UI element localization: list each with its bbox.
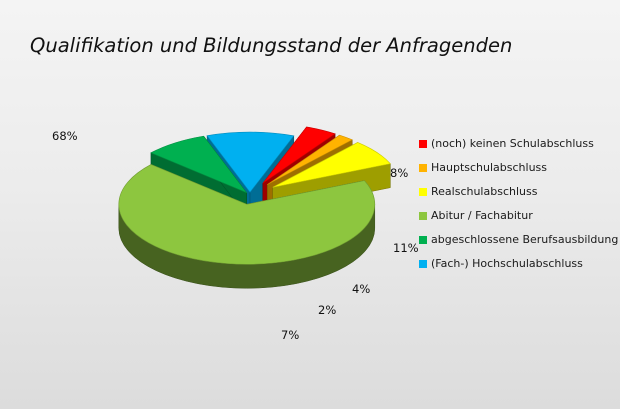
legend-label: (noch) keinen Schulabschluss	[431, 137, 594, 150]
legend-label: Realschulabschluss	[431, 185, 538, 198]
data-label-realschulabschluss: 7%	[281, 328, 299, 342]
data-label-noch-keinen-schulabschluss: 4%	[352, 282, 370, 296]
data-label-abitur-fachabitur: 68%	[52, 129, 78, 143]
slice-abitur-fachabitur	[118, 164, 376, 265]
legend-swatch	[419, 188, 427, 196]
legend-swatch	[419, 140, 427, 148]
legend-swatch	[419, 236, 427, 244]
legend-item-noch-keinen-schulabschluss: (noch) keinen Schulabschluss	[419, 136, 619, 160]
legend-swatch	[419, 260, 427, 268]
data-label-fach-hochschulabschluss: 11%	[393, 241, 419, 255]
slice-abgeschlossene-berufsausbildung	[150, 135, 248, 194]
chart-title: Qualifikation und Bildungsstand der Anfr…	[30, 34, 513, 57]
legend-label: (Fach-) Hochschulabschluss	[431, 257, 583, 270]
slice-hauptschulabschluss	[267, 134, 353, 185]
legend-swatch	[419, 164, 427, 172]
slice-realschulabschluss	[272, 142, 391, 188]
legend-label: Hauptschulabschluss	[431, 161, 548, 174]
data-label-hauptschulabschluss: 2%	[318, 303, 336, 317]
legend-item-realschulabschluss: Realschulabschluss	[419, 184, 619, 208]
legend-item-abgeschlossene-berufsausbildung: abgeschlossene Berufsausbildung	[419, 232, 619, 256]
legend: (noch) keinen Schulabschluss Hauptschulab…	[419, 136, 619, 280]
legend-item-hauptschulabschluss: Hauptschulabschluss	[419, 160, 619, 184]
legend-item-fach-hochschulabschluss: (Fach-) Hochschulabschluss	[419, 256, 619, 280]
legend-label: abgeschlossene Berufsausbildung	[431, 233, 619, 246]
legend-label: Abitur / Fachabitur	[431, 209, 533, 222]
slice-noch-keinen-schulabschluss	[262, 126, 336, 184]
pie-top-layer	[118, 126, 391, 265]
legend-item-abitur-fachabitur: Abitur / Fachabitur	[419, 208, 619, 232]
data-label-abgeschlossene-berufsausbildung: 8%	[390, 166, 408, 180]
pie-label-layer: 4% 2% 7% 68% 8% 11%	[52, 129, 419, 342]
slice-fach-hochschulabschluss	[206, 131, 295, 193]
legend-swatch	[419, 212, 427, 220]
